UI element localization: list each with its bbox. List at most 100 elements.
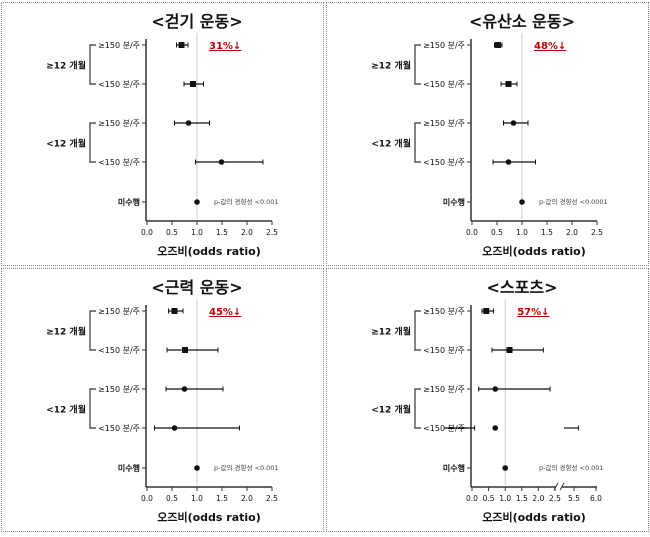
x-tick-label: 2.5 — [266, 494, 278, 503]
x-tick-label: 1.5 — [216, 228, 228, 237]
x-tick-label: 0.0 — [466, 494, 478, 503]
x-axis-label: 오즈비(odds ratio) — [157, 510, 261, 524]
estimate-dot — [194, 465, 200, 471]
estimate-square — [182, 347, 188, 353]
estimate-square — [483, 308, 490, 314]
x-tick-label: 0.5 — [166, 228, 178, 237]
reduction-annotation: 45%↓ — [209, 307, 241, 318]
group-bracket — [89, 44, 96, 85]
row-label: 미수행 — [443, 197, 465, 207]
chart-title: <걷기 운동> — [151, 12, 242, 31]
row-label: 미수행 — [118, 197, 140, 207]
x-tick-label: 1.0 — [191, 494, 203, 503]
row-label: ≥150 분/주 — [98, 41, 140, 50]
x-tick-label: 6.0 — [590, 494, 602, 503]
row-label: ≥150 분/주 — [423, 307, 465, 316]
chart-title: <유산소 운동> — [469, 12, 575, 31]
row-label: ≥150 분/주 — [98, 307, 140, 316]
row-label: <150 분/주 — [98, 80, 140, 89]
row-label: 미수행 — [118, 463, 140, 473]
reduction-annotation: 48%↓ — [534, 41, 566, 52]
group-bracket — [414, 44, 421, 85]
group-bracket — [414, 310, 421, 351]
x-tick-label: 2.5 — [591, 228, 603, 237]
p-trend-text: p-값의 경향성 <0.001 — [214, 463, 279, 472]
row-label: <150 분/주 — [423, 80, 465, 89]
row-label: ≥150 분/주 — [423, 385, 465, 394]
estimate-dot — [492, 386, 499, 392]
group-bracket — [89, 388, 96, 429]
row-label: ≥150 분/주 — [423, 41, 465, 50]
estimate-square — [178, 42, 185, 48]
group-label: <12 개월 — [371, 138, 411, 150]
x-tick-label: 1.0 — [516, 228, 528, 237]
estimate-square — [171, 308, 178, 314]
group-bracket — [89, 122, 96, 163]
row-label: <150 분/주 — [423, 346, 465, 355]
estimate-square — [506, 347, 513, 353]
group-label: ≥12 개월 — [46, 326, 86, 338]
x-tick-label: 2.5 — [266, 228, 278, 237]
p-trend-text: p-값의 경향성 <0.001 — [539, 463, 604, 472]
estimate-dot — [171, 425, 178, 431]
row-label: <150 분/주 — [98, 158, 140, 167]
x-axis-label: 오즈비(odds ratio) — [482, 510, 586, 524]
estimate-dot — [194, 199, 200, 205]
estimate-dot — [185, 120, 192, 126]
group-label: ≥12 개월 — [371, 60, 411, 72]
group-label: <12 개월 — [46, 138, 86, 150]
group-bracket — [89, 310, 96, 351]
reduction-annotation: 31%↓ — [209, 41, 241, 52]
x-tick-label: 5.5 — [568, 494, 580, 503]
x-tick-label: 2.0 — [566, 228, 578, 237]
forest-panel: <유산소 운동> ≥150 분/주 <150 분/주 ≥150 분/주 <150 분/주… — [326, 2, 649, 266]
x-tick-label: 2.0 — [532, 494, 544, 503]
group-bracket — [414, 388, 421, 429]
row-label: ≥150 분/주 — [98, 385, 140, 394]
row-label: 미수행 — [443, 463, 465, 473]
row-label: <150 분/주 — [98, 346, 140, 355]
x-axis-label: 오즈비(odds ratio) — [482, 244, 586, 258]
x-tick-label: 0.5 — [491, 228, 503, 237]
x-tick-label: 0.5 — [483, 494, 495, 503]
estimate-dot — [519, 199, 525, 205]
x-tick-label: 0.0 — [466, 228, 478, 237]
estimate-dot — [502, 465, 508, 471]
x-tick-label: 1.5 — [541, 228, 553, 237]
group-bracket — [414, 122, 421, 163]
x-tick-label: 2.0 — [241, 228, 253, 237]
p-trend-text: p-값의 경향성 <0.001 — [214, 197, 279, 206]
estimate-square — [505, 81, 512, 87]
row-label: ≥150 분/주 — [98, 119, 140, 128]
chart-title: <근력 운동> — [151, 278, 242, 297]
x-tick-label: 2.0 — [241, 494, 253, 503]
group-label: ≥12 개월 — [371, 326, 411, 338]
estimate-dot — [492, 425, 499, 431]
group-label: ≥12 개월 — [46, 60, 86, 72]
estimate-square — [495, 42, 501, 48]
axis-break-mark — [559, 482, 565, 491]
row-label: <150 분/주 — [98, 424, 140, 433]
row-label: <150 분/주 — [423, 424, 465, 433]
group-label: <12 개월 — [46, 404, 86, 416]
x-tick-label: 2.5 — [549, 494, 561, 503]
x-tick-label: 1.5 — [216, 494, 228, 503]
x-tick-label: 1.0 — [191, 228, 203, 237]
estimate-dot — [218, 159, 225, 165]
x-tick-label: 0.5 — [166, 494, 178, 503]
estimate-dot — [510, 120, 517, 126]
chart-title: <스포츠> — [487, 278, 558, 297]
estimate-dot — [505, 159, 512, 165]
x-axis-label: 오즈비(odds ratio) — [157, 244, 261, 258]
x-tick-label: 0.0 — [141, 228, 153, 237]
x-tick-label: 0.0 — [141, 494, 153, 503]
x-tick-label: 1.5 — [516, 494, 528, 503]
estimate-square — [190, 81, 196, 87]
row-label: <150 분/주 — [423, 158, 465, 167]
row-label: ≥150 분/주 — [423, 119, 465, 128]
p-trend-text: p-값의 경향성 <0.0001 — [539, 197, 608, 206]
